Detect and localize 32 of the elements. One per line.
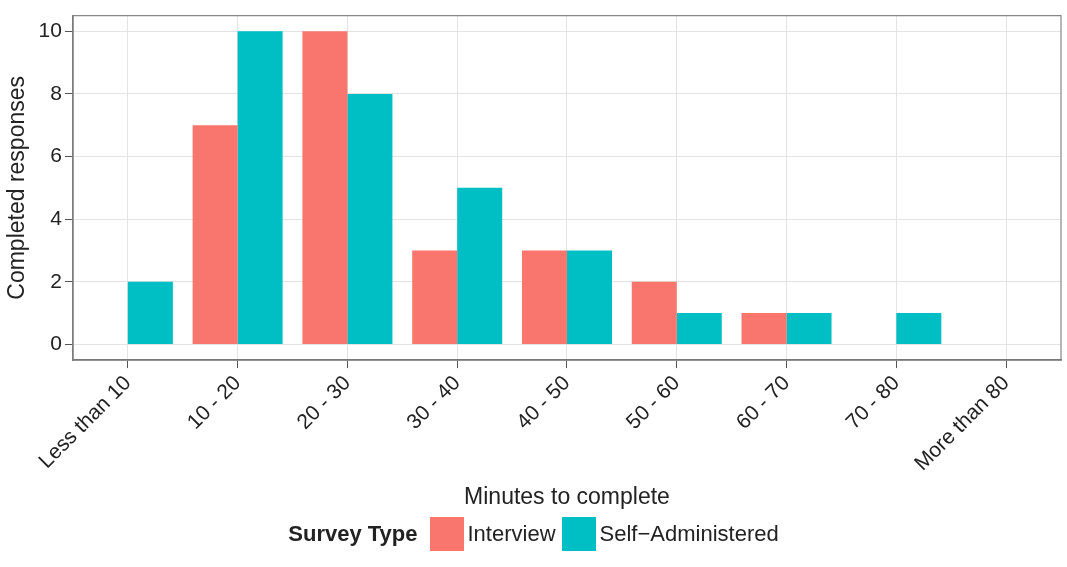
x-tick-label: 50 - 60 bbox=[621, 370, 684, 434]
bar bbox=[521, 250, 567, 344]
bar bbox=[302, 31, 348, 344]
bar bbox=[457, 187, 503, 344]
legend-title: Survey Type bbox=[288, 521, 418, 547]
bar bbox=[237, 31, 283, 344]
bar bbox=[192, 125, 238, 344]
y-tick-label: 0 bbox=[50, 331, 62, 355]
bar bbox=[127, 281, 173, 344]
x-tick-label: 20 - 30 bbox=[291, 370, 355, 434]
x-tick-label: 10 - 20 bbox=[182, 370, 245, 434]
y-axis-title: Completed responses bbox=[3, 75, 30, 300]
x-tick-label: 40 - 50 bbox=[511, 370, 574, 434]
x-tick-label: 60 - 70 bbox=[730, 370, 794, 434]
y-tick-label: 8 bbox=[50, 80, 62, 104]
bar bbox=[676, 313, 722, 344]
bar bbox=[566, 250, 612, 344]
legend-label: Self−Administered bbox=[599, 521, 779, 547]
y-tick-label: 6 bbox=[50, 143, 62, 167]
x-axis-title: Minutes to complete bbox=[464, 482, 670, 509]
x-tick-label: 70 - 80 bbox=[840, 370, 904, 434]
bar bbox=[786, 313, 832, 344]
bar bbox=[631, 281, 677, 344]
y-tick-label: 2 bbox=[50, 268, 62, 292]
bar bbox=[347, 93, 393, 344]
bar bbox=[741, 313, 787, 344]
bar bbox=[896, 313, 942, 344]
legend-label: Interview bbox=[467, 521, 556, 547]
x-tick-label: 30 - 40 bbox=[401, 370, 465, 434]
y-tick-label: 10 bbox=[38, 18, 62, 42]
y-tick-label: 4 bbox=[50, 205, 63, 229]
bar bbox=[412, 250, 458, 344]
